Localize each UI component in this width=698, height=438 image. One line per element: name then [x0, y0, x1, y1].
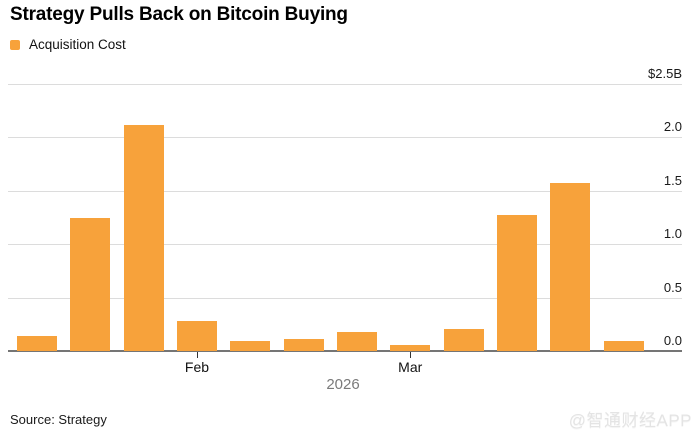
bar: [17, 336, 57, 351]
legend: Acquisition Cost: [10, 37, 126, 52]
bar: [336, 331, 377, 351]
legend-label: Acquisition Cost: [29, 37, 126, 52]
bar: [230, 341, 271, 351]
y-axis-tick-label: 1.0: [663, 226, 682, 242]
x-axis-tick: [196, 352, 198, 358]
legend-swatch-icon: [10, 39, 20, 50]
bar: [123, 124, 164, 351]
bar: [390, 344, 431, 351]
bar: [70, 217, 111, 351]
x-axis-month-label: Mar: [398, 359, 423, 375]
y-axis-tick-label: 0.0: [663, 333, 682, 348]
x-axis-line: [8, 350, 682, 352]
bar: [496, 215, 537, 351]
source-note: Source: Strategy: [10, 412, 107, 427]
gridline: [8, 137, 682, 139]
watermark: @智通财经APP: [568, 411, 692, 430]
gridline: [8, 297, 682, 299]
y-axis-tick-label: 1.5: [663, 172, 682, 188]
x-axis-tick: [410, 352, 412, 358]
gridline: [8, 190, 682, 192]
bar: [443, 328, 484, 351]
chart-title: Strategy Pulls Back on Bitcoin Buying: [10, 4, 348, 25]
y-axis-tick-label: 0.5: [663, 279, 682, 295]
x-axis-year-label: 2026: [326, 376, 360, 393]
gridline: [8, 244, 682, 246]
y-axis-tick-label: $2.5B: [648, 66, 682, 81]
bar: [176, 321, 217, 351]
bar: [603, 341, 644, 351]
y-axis-tick-label: 2.0: [663, 119, 682, 135]
x-axis-month-label: Feb: [184, 359, 210, 375]
gridline: [8, 84, 682, 85]
bar: [283, 339, 324, 351]
bar: [550, 183, 591, 351]
